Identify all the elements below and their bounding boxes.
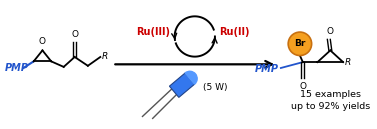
Text: Ru(II): Ru(II) [219,27,250,37]
Text: (5 W): (5 W) [203,83,228,91]
Text: R: R [102,53,108,62]
Text: O: O [39,37,46,46]
Wedge shape [185,71,197,84]
Polygon shape [169,73,195,97]
Text: O: O [326,27,333,36]
Text: O: O [299,82,307,91]
Circle shape [288,32,312,55]
Text: Ru(III): Ru(III) [136,27,170,37]
Text: O: O [71,30,78,39]
Text: Br: Br [294,39,306,48]
Text: PMP: PMP [254,64,278,74]
Text: PMP: PMP [5,63,28,73]
Text: 15 examples
up to 92% yields: 15 examples up to 92% yields [291,90,370,111]
Text: R: R [345,58,351,67]
